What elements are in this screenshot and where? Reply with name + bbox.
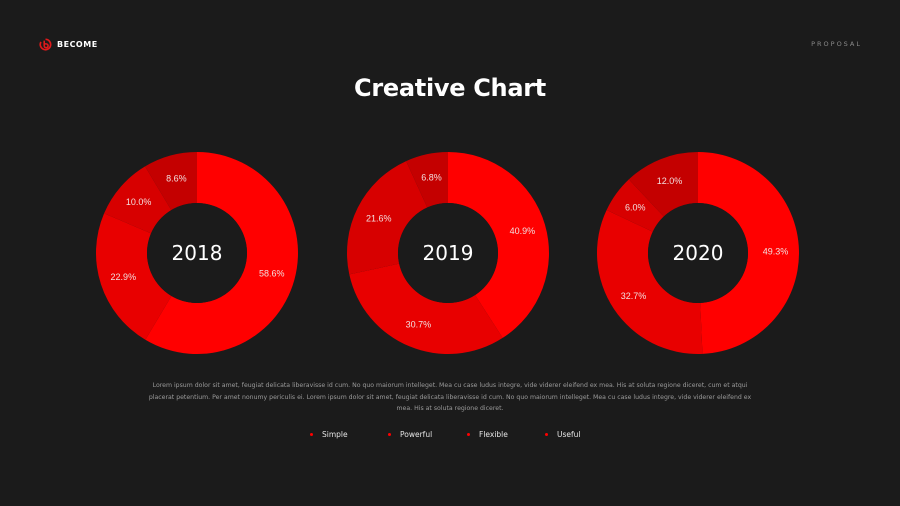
legend-item-useful: Useful <box>545 430 581 439</box>
page-title: Creative Chart <box>354 74 546 102</box>
legend-dot <box>545 433 548 436</box>
donut-hole <box>648 203 748 303</box>
donut-slice-flexible <box>606 179 664 232</box>
donut-hole <box>147 203 247 303</box>
legend-item-simple: Simple <box>310 430 348 439</box>
donut-slice-powerful <box>349 263 503 354</box>
legend-label: Simple <box>322 430 348 439</box>
legend-dot <box>388 433 391 436</box>
legend-dot <box>310 433 313 436</box>
description-text: Lorem ipsum dolor sit amet, feugiat deli… <box>148 382 752 413</box>
slice-label: 6.8% <box>421 172 442 182</box>
legend-dot <box>467 433 470 436</box>
slice-label: 8.6% <box>166 173 187 183</box>
donut-center-label: 2020 <box>673 241 724 265</box>
donut-slice-simple <box>145 152 299 355</box>
slice-label: 40.9% <box>510 226 536 236</box>
donut-slice-simple <box>448 152 550 338</box>
brand-name: BECOME <box>57 40 98 49</box>
brand-logo: BECOME <box>39 38 98 51</box>
legend: Simple Powerful Flexible Useful <box>0 430 900 442</box>
donut-center-label: 2019 <box>423 241 474 265</box>
header-proposal-label: PROPOSAL <box>811 40 862 48</box>
slice-label: 30.7% <box>406 320 432 330</box>
legend-label: Useful <box>557 430 581 439</box>
become-logo-icon <box>39 38 52 51</box>
donut-slice-flexible <box>347 161 428 275</box>
legend-label: Flexible <box>479 430 508 439</box>
donut-chart-2020: 49.3% 32.7% 6.0% 12.0% 2020 <box>597 152 799 354</box>
slice-label: 49.3% <box>763 246 789 256</box>
legend-item-flexible: Flexible <box>467 430 508 439</box>
slice-label: 22.9% <box>111 272 137 282</box>
donut-hole <box>398 203 498 303</box>
donut-center-label: 2018 <box>172 241 223 265</box>
slice-label: 12.0% <box>657 176 683 186</box>
slice-label: 10.0% <box>126 197 152 207</box>
donut-slice-powerful <box>95 213 172 340</box>
donut-slice-useful <box>406 152 448 208</box>
legend-label: Powerful <box>400 430 433 439</box>
donut-chart-2019: 40.9% 30.7% 21.6% 6.8% 2019 <box>347 152 550 354</box>
donut-slice-flexible <box>104 166 172 234</box>
donut-slice-useful <box>145 152 197 211</box>
slice-label: 21.6% <box>366 213 392 223</box>
legend-item-powerful: Powerful <box>388 430 432 439</box>
donut-slice-useful <box>628 152 698 217</box>
slice-label: 58.6% <box>259 269 285 279</box>
donut-chart-2018: 58.6% 22.9% 10.0% 8.6% 2018 <box>95 152 299 355</box>
donut-slice-simple <box>698 152 799 354</box>
slice-label: 6.0% <box>625 202 646 212</box>
donut-slice-powerful <box>597 209 703 354</box>
slice-label: 32.7% <box>621 291 647 301</box>
